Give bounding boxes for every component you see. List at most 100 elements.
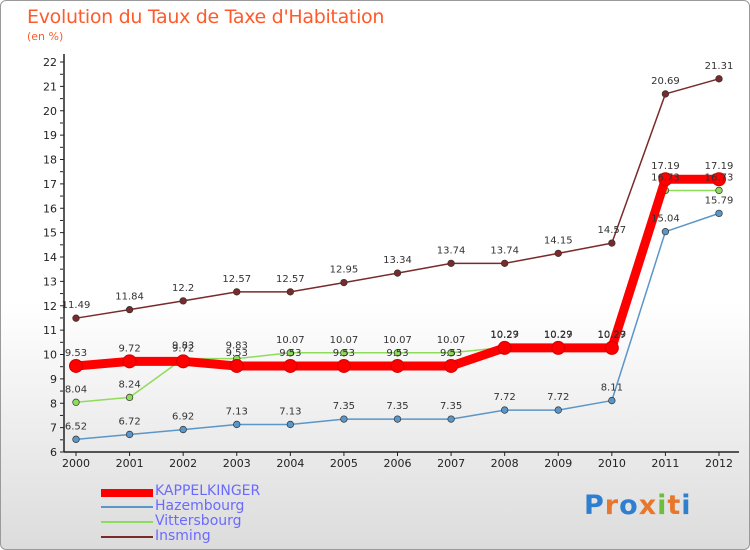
data-label: 10.27 xyxy=(490,330,519,341)
y-tick-label: 11 xyxy=(43,324,57,337)
legend-swatch xyxy=(101,489,153,497)
data-point xyxy=(715,186,723,195)
data-point xyxy=(497,340,512,355)
data-point xyxy=(72,435,80,443)
data-point xyxy=(229,358,244,373)
x-tick-label: 2003 xyxy=(223,457,251,470)
y-tick-label: 12 xyxy=(43,300,57,313)
data-label: 10.29 xyxy=(544,329,573,340)
y-tick-label: 9 xyxy=(50,373,57,386)
data-label: 9.72 xyxy=(118,343,140,354)
x-tick-label: 2007 xyxy=(437,457,465,470)
y-tick-label: 21 xyxy=(43,80,57,93)
data-point xyxy=(340,349,348,357)
y-tick-label: 17 xyxy=(43,178,57,191)
data-point xyxy=(340,278,348,287)
data-label: 10.29 xyxy=(490,329,519,340)
data-label: 12.95 xyxy=(330,265,359,276)
y-tick-label: 7 xyxy=(50,422,57,435)
y-tick-label: 8 xyxy=(50,397,57,410)
proxiti-logo: Proxiti xyxy=(584,490,692,521)
data-label: 15.04 xyxy=(651,214,680,225)
data-label: 14.15 xyxy=(544,235,573,246)
y-tick-label: 14 xyxy=(43,251,57,264)
legend-swatch xyxy=(101,536,153,538)
legend-swatch xyxy=(101,506,153,508)
legend-label: Vittersbourg xyxy=(155,513,242,529)
data-point xyxy=(551,340,566,355)
data-label: 11.49 xyxy=(62,300,91,311)
data-label: 10.27 xyxy=(544,330,573,341)
data-label: 13.74 xyxy=(437,245,466,256)
data-point xyxy=(122,354,137,369)
y-tick-label: 13 xyxy=(43,275,57,288)
data-point xyxy=(661,227,670,236)
data-point xyxy=(658,172,673,187)
data-point xyxy=(340,415,348,423)
data-point xyxy=(125,306,134,314)
data-point xyxy=(554,249,562,257)
y-tick-label: 18 xyxy=(43,154,57,167)
y-tick-label: 15 xyxy=(43,227,57,240)
y-tick-label: 6 xyxy=(50,446,57,459)
data-label: 6.72 xyxy=(118,416,140,427)
data-point xyxy=(72,314,80,322)
data-label: 9.53 xyxy=(440,348,462,359)
data-label: 8.24 xyxy=(118,379,140,390)
y-tick-label: 19 xyxy=(43,129,57,142)
data-label: 7.13 xyxy=(226,406,248,417)
data-label: 13.74 xyxy=(490,245,519,256)
data-label: 16.73 xyxy=(705,172,734,183)
y-tick-label: 20 xyxy=(43,105,57,118)
data-label: 16.73 xyxy=(651,172,680,183)
data-point xyxy=(283,358,298,373)
data-point xyxy=(501,406,509,414)
data-point xyxy=(712,172,726,187)
data-label: 17.19 xyxy=(651,161,680,172)
x-tick-label: 2005 xyxy=(330,457,358,470)
data-label: 13.34 xyxy=(383,255,412,266)
data-label: 9.53 xyxy=(386,348,408,359)
data-label: 10.27 xyxy=(598,330,627,341)
data-point xyxy=(179,297,187,305)
data-point xyxy=(661,90,670,98)
x-tick-label: 2010 xyxy=(598,457,626,470)
x-tick-label: 2004 xyxy=(276,457,304,470)
data-point xyxy=(176,354,191,369)
data-label: 9.53 xyxy=(65,348,87,359)
x-tick-label: 2008 xyxy=(491,457,519,470)
data-label: 6.52 xyxy=(65,421,87,432)
data-label: 9.83 xyxy=(172,341,194,352)
data-point xyxy=(393,415,402,423)
data-point xyxy=(501,259,509,267)
data-point xyxy=(608,396,616,405)
data-label: 8.04 xyxy=(65,384,87,395)
data-label: 14.57 xyxy=(598,225,627,236)
data-point xyxy=(336,358,351,373)
data-point xyxy=(393,349,402,357)
data-point xyxy=(286,420,294,429)
data-point xyxy=(608,239,616,247)
data-label: 9.72 xyxy=(172,343,194,354)
legend-label: Insming xyxy=(155,528,211,544)
data-point xyxy=(447,349,455,357)
data-point xyxy=(286,349,294,357)
data-label: 21.31 xyxy=(705,61,734,72)
x-tick-label: 2000 xyxy=(62,457,90,470)
data-label: 20.69 xyxy=(651,76,680,87)
data-point xyxy=(125,393,134,402)
data-label: 12.57 xyxy=(276,274,305,285)
data-point xyxy=(715,75,723,83)
data-label: 7.35 xyxy=(440,401,462,412)
data-point xyxy=(233,288,241,296)
data-label: 7.13 xyxy=(279,406,301,417)
data-point xyxy=(179,425,187,434)
data-point xyxy=(444,358,459,373)
data-label: 10.07 xyxy=(276,335,305,346)
data-label: 9.53 xyxy=(279,348,301,359)
data-label: 7.72 xyxy=(547,392,569,403)
data-label: 10.07 xyxy=(330,335,359,346)
data-label: 15.79 xyxy=(705,195,734,206)
x-tick-label: 2011 xyxy=(651,457,679,470)
x-tick-label: 2002 xyxy=(169,457,197,470)
